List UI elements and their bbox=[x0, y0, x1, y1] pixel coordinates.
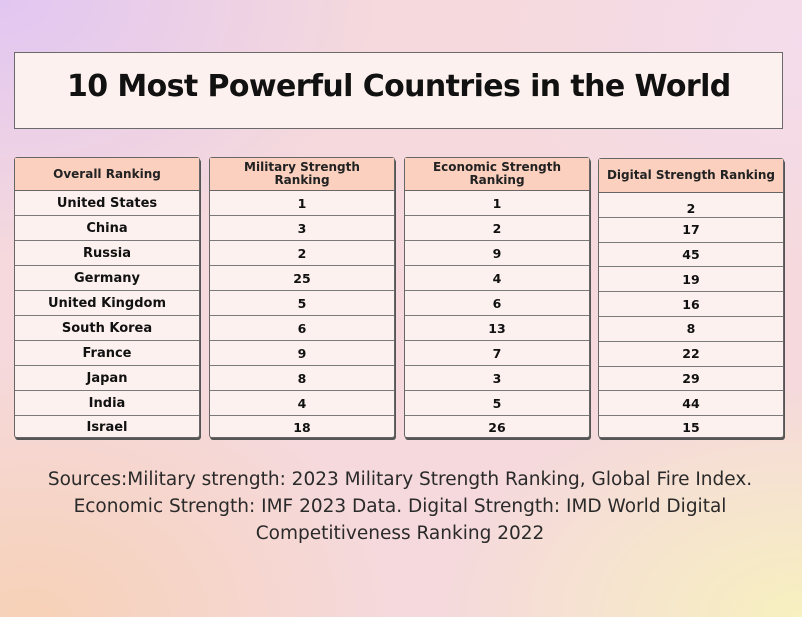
table-cell: 22 bbox=[599, 342, 783, 367]
table-cell: 9 bbox=[405, 241, 589, 266]
table-cell: Israel bbox=[86, 420, 128, 435]
military-strength-table: Military Strength Ranking 1 3 2 25 5 6 9… bbox=[209, 157, 395, 438]
digital-strength-header: Digital Strength Ranking bbox=[599, 159, 783, 193]
title-box: 10 Most Powerful Countries in the World bbox=[14, 52, 783, 129]
table-cell: 4 bbox=[210, 391, 394, 416]
sources-line-3: Competitiveness Ranking 2022 bbox=[255, 523, 545, 544]
table-cell: Germany bbox=[15, 266, 199, 291]
table-cell: 19 bbox=[599, 267, 783, 293]
table-cell: 18 bbox=[293, 420, 311, 435]
table-cell: 1 bbox=[405, 191, 589, 216]
table-cell: France bbox=[15, 341, 199, 366]
table-cell: 9 bbox=[210, 341, 394, 366]
table-cell: 16 bbox=[599, 292, 783, 317]
table-cell: China bbox=[15, 216, 199, 241]
table-cell: 2 bbox=[405, 216, 589, 241]
page-title: 10 Most Powerful Countries in the World bbox=[67, 69, 731, 104]
military-strength-header: Military Strength Ranking bbox=[210, 158, 394, 191]
table-cell: 8 bbox=[210, 366, 394, 391]
sources-note: Sources:Military strength: 2023 Military… bbox=[20, 466, 780, 547]
table-cell: 26 bbox=[488, 420, 506, 435]
table-cell: 5 bbox=[210, 291, 394, 316]
overall-ranking-table: Overall Ranking United States China Russ… bbox=[14, 157, 200, 438]
table-cell: 3 bbox=[405, 366, 589, 391]
table-cell: 8 bbox=[599, 317, 783, 342]
table-cell: 6 bbox=[405, 291, 589, 316]
table-cell: Russia bbox=[15, 241, 199, 266]
table-cell: 5 bbox=[405, 391, 589, 416]
table-cell: 2 bbox=[210, 241, 394, 266]
table-cell: 7 bbox=[405, 341, 589, 366]
table-cell: 3 bbox=[210, 216, 394, 241]
overall-ranking-header: Overall Ranking bbox=[15, 158, 199, 191]
table-cell: 6 bbox=[210, 316, 394, 341]
table-cell: 1 bbox=[210, 191, 394, 216]
sources-line-1: Sources:Military strength: 2023 Military… bbox=[47, 469, 753, 490]
table-cell: United States bbox=[15, 191, 199, 216]
table-cell: India bbox=[15, 391, 199, 416]
table-cell: 44 bbox=[599, 391, 783, 417]
table-cell: 13 bbox=[405, 316, 589, 341]
table-cell: 29 bbox=[599, 367, 783, 392]
table-cell: United Kingdom bbox=[15, 291, 199, 316]
economic-strength-table: Economic Strength Ranking 1 2 9 4 6 13 7… bbox=[404, 157, 590, 438]
digital-strength-table: Digital Strength Ranking 2 17 45 19 16 8… bbox=[598, 158, 784, 438]
table-cell: 45 bbox=[599, 243, 783, 268]
table-cell: 17 bbox=[599, 218, 783, 243]
table-cell: 15 bbox=[682, 419, 700, 435]
table-cell: Japan bbox=[15, 366, 199, 391]
table-cell: 25 bbox=[210, 266, 394, 291]
economic-strength-header: Economic Strength Ranking bbox=[405, 158, 589, 191]
table-cell: 4 bbox=[405, 266, 589, 291]
table-cell: 2 bbox=[599, 193, 783, 218]
sources-line-2: Economic Strength: IMF 2023 Data. Digita… bbox=[73, 496, 727, 517]
table-cell: South Korea bbox=[15, 316, 199, 341]
